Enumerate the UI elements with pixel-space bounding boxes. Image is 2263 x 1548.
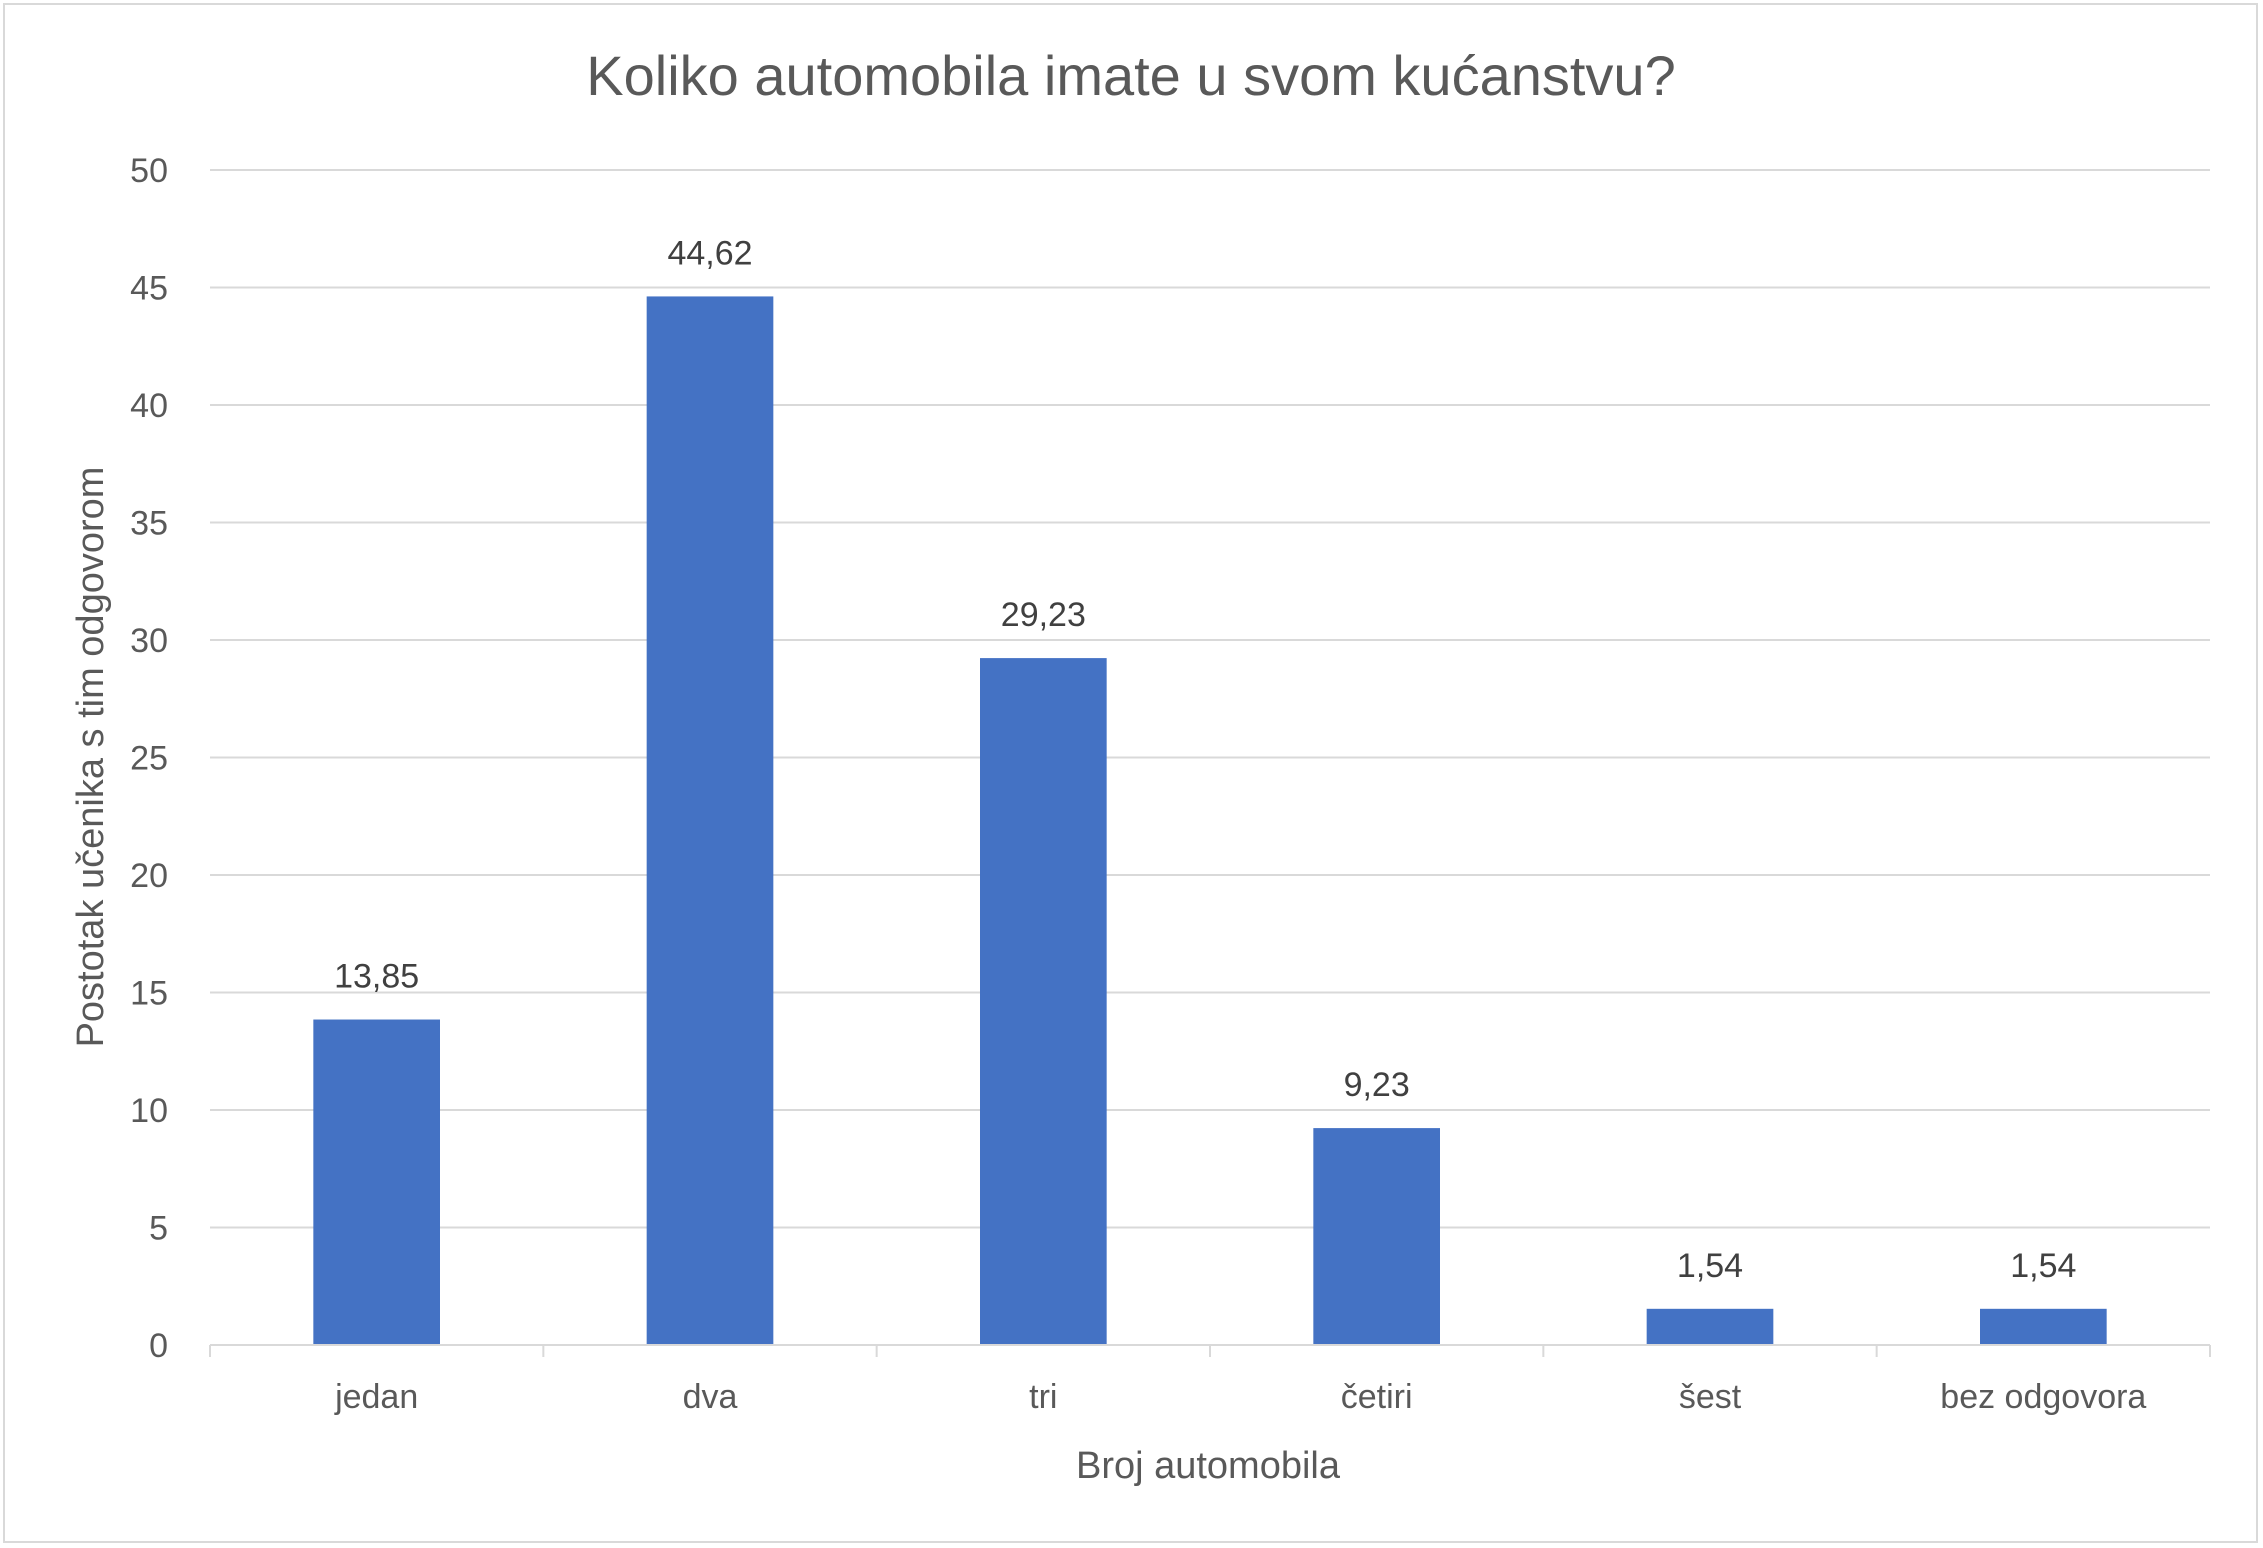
bars xyxy=(313,296,2107,1346)
x-axis-ticks: jedan dva tri četiri šest bez odgovora xyxy=(334,1378,2146,1416)
y-tick-label: 25 xyxy=(130,740,168,778)
x-tick-label: četiri xyxy=(1341,1378,1413,1416)
x-axis-title: Broj automobila xyxy=(1076,1445,1341,1487)
bar-četiri xyxy=(1313,1128,1440,1345)
x-tick-label: tri xyxy=(1029,1378,1057,1416)
bar-šest xyxy=(1646,1308,1774,1345)
bar-tri xyxy=(980,658,1107,1345)
chart-title: Koliko automobila imate u svom kućanstvu… xyxy=(586,44,1675,107)
y-tick-label: 50 xyxy=(130,152,168,190)
x-tick-label: jedan xyxy=(334,1378,418,1416)
y-tick-label: 15 xyxy=(130,975,168,1013)
x-tick-label: dva xyxy=(683,1378,738,1416)
y-tick-label: 0 xyxy=(149,1327,168,1365)
y-tick-label: 5 xyxy=(149,1210,168,1248)
data-label: 13,85 xyxy=(334,958,419,996)
data-label: 44,62 xyxy=(667,234,752,272)
x-tick-label: bez odgovora xyxy=(1940,1378,2146,1416)
bar-jedan xyxy=(313,1019,440,1345)
y-tick-label: 30 xyxy=(130,622,168,660)
data-label: 9,23 xyxy=(1344,1066,1410,1104)
data-labels: 13,85 44,62 29,23 9,23 1,54 1,54 xyxy=(334,234,2076,1284)
y-tick-label: 20 xyxy=(130,857,168,895)
bar-bez-odgovora xyxy=(1980,1308,2107,1345)
y-axis-ticks: 0 5 10 15 20 25 30 35 40 45 50 xyxy=(130,152,168,1365)
data-label: 1,54 xyxy=(2010,1247,2076,1285)
y-tick-label: 40 xyxy=(130,387,168,425)
x-axis xyxy=(209,1344,2211,1357)
gridlines xyxy=(210,169,2210,1229)
y-tick-label: 10 xyxy=(130,1092,168,1130)
data-label: 29,23 xyxy=(1001,596,1086,634)
x-tick-label: šest xyxy=(1679,1378,1742,1416)
data-label: 1,54 xyxy=(1677,1247,1743,1285)
y-tick-label: 45 xyxy=(130,270,168,308)
y-axis-title: Postotak učenika s tim odgovorom xyxy=(70,467,112,1048)
y-tick-label: 35 xyxy=(130,505,168,543)
bar-dva xyxy=(646,296,774,1346)
